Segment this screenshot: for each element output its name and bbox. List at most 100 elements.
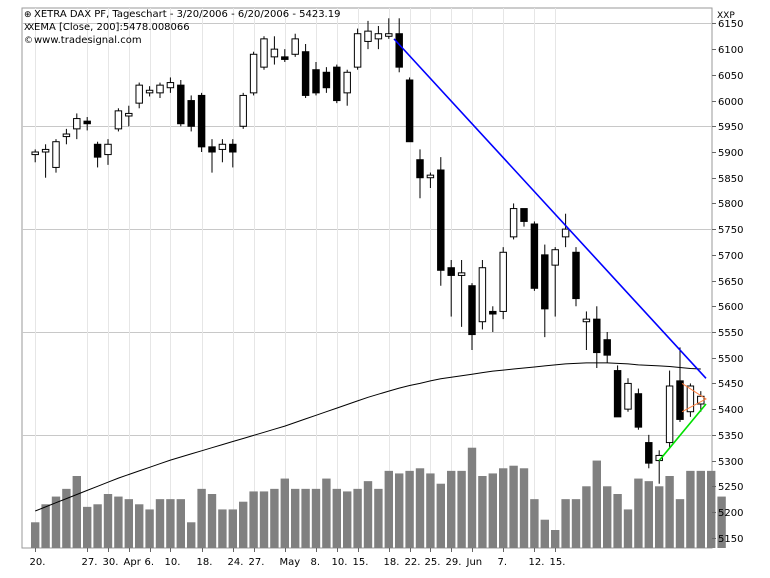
volume-bar: [426, 473, 435, 548]
candle-up: [478, 267, 487, 323]
volume-bar: [93, 504, 102, 548]
candle-down: [197, 94, 206, 148]
candle-down: [229, 143, 237, 153]
ema-line: [35, 362, 701, 512]
x-tick-label: May: [280, 557, 301, 568]
volume-bar: [665, 476, 674, 548]
candle-up: [73, 118, 81, 130]
candle-up: [509, 208, 518, 238]
candle-up: [374, 33, 383, 40]
candle-down: [187, 100, 195, 127]
volume-bar: [145, 509, 154, 548]
volume-bar: [311, 488, 321, 548]
volume-bar: [634, 478, 643, 548]
x-tick-label: 10.: [165, 557, 181, 568]
candle-down: [593, 318, 601, 354]
resistance-trendline: [393, 38, 707, 379]
volume-bar: [374, 488, 383, 548]
y-tick-label: 5300: [718, 457, 743, 468]
candle-up: [31, 151, 39, 156]
exchange-label: XXP: [717, 11, 735, 21]
volume-bar: [530, 499, 539, 548]
candle-down: [613, 370, 622, 418]
x-tick-label: 30.: [103, 557, 119, 568]
candle-up: [551, 249, 559, 266]
x-tick-label: 6.: [145, 557, 155, 568]
volume-bar: [124, 499, 133, 548]
volume-bar: [582, 486, 591, 548]
volume-bar: [228, 509, 237, 548]
volume-bar: [384, 470, 393, 548]
x-tick-label: 22.: [405, 557, 421, 568]
volume-bar: [353, 488, 362, 548]
volume-bar: [644, 481, 653, 548]
volume-bar: [675, 499, 685, 548]
candle-up: [457, 272, 466, 276]
copyright-icon: ©: [24, 36, 33, 46]
volume-bar: [62, 488, 71, 548]
candle-up: [291, 38, 299, 55]
candle-up: [385, 33, 393, 37]
candle-up: [353, 33, 362, 68]
y-tick-label: 5650: [718, 277, 743, 288]
candle-down: [437, 169, 445, 271]
volume-bar: [114, 496, 123, 548]
y-tick-label: 6150: [718, 19, 743, 30]
y-tick-label: 5550: [718, 328, 743, 339]
volume-bar: [166, 499, 175, 548]
volume-bar: [176, 499, 185, 548]
x-tick-label: 18.: [197, 557, 213, 568]
y-tick-label: 5800: [718, 199, 743, 210]
volume-bar: [613, 494, 622, 548]
volume-bar: [103, 494, 113, 548]
candle-up: [41, 148, 50, 153]
volume-bar: [51, 496, 61, 548]
volume-bar: [291, 488, 300, 548]
x-tick-label: 18.: [384, 557, 400, 568]
volume-bar: [623, 509, 633, 548]
y-tick-label: 5600: [718, 302, 743, 313]
y-tick-label: 6000: [718, 97, 743, 108]
y-tick-label: 6100: [718, 45, 743, 56]
candles: [31, 18, 705, 484]
volume-bar: [41, 504, 50, 548]
volume-bar: [540, 519, 549, 548]
volume-bar: [343, 491, 352, 548]
candle-down: [281, 56, 289, 60]
volume-bar: [405, 470, 414, 548]
candle-down: [541, 254, 549, 310]
volume-bar: [707, 470, 716, 548]
volume-bar: [270, 488, 279, 548]
candle-up: [125, 112, 133, 117]
candle-down: [177, 84, 185, 125]
candle-up: [624, 382, 632, 410]
ema-200-series: [35, 362, 701, 512]
candle-down: [447, 267, 455, 276]
x-tick-label: 27.: [249, 557, 265, 568]
candle-up: [499, 251, 507, 312]
price-series-icon: ⊕: [24, 10, 32, 20]
y-tick-label: 5450: [718, 379, 743, 390]
y-axis: 5150 5200 5250 5300 5350 5400 5450 5500 5550 5600…: [712, 19, 743, 545]
candle-down: [312, 69, 320, 94]
candle-down: [93, 143, 102, 158]
candle-up: [260, 38, 268, 68]
ema-indicator-icon: XX: [24, 23, 34, 33]
y-tick-label: 5500: [718, 354, 743, 365]
candle-up: [145, 89, 154, 94]
volume-bar: [478, 476, 487, 548]
volume-bar: [436, 483, 445, 548]
volume-bars: [31, 447, 726, 548]
candle-up: [135, 84, 143, 104]
source-label: www.tradesignal.com: [34, 35, 142, 46]
y-tick-label: 5200: [718, 508, 743, 519]
volume-bar: [332, 488, 341, 548]
x-tick-label: 20.: [30, 557, 46, 568]
candle-down: [634, 393, 643, 428]
y-tick-label: 5150: [718, 534, 743, 545]
candle-down: [322, 71, 331, 89]
candle-down: [83, 120, 91, 125]
volume-bar: [207, 494, 217, 548]
volume-bar: [603, 486, 612, 548]
x-tick-label: 27.: [82, 557, 98, 568]
